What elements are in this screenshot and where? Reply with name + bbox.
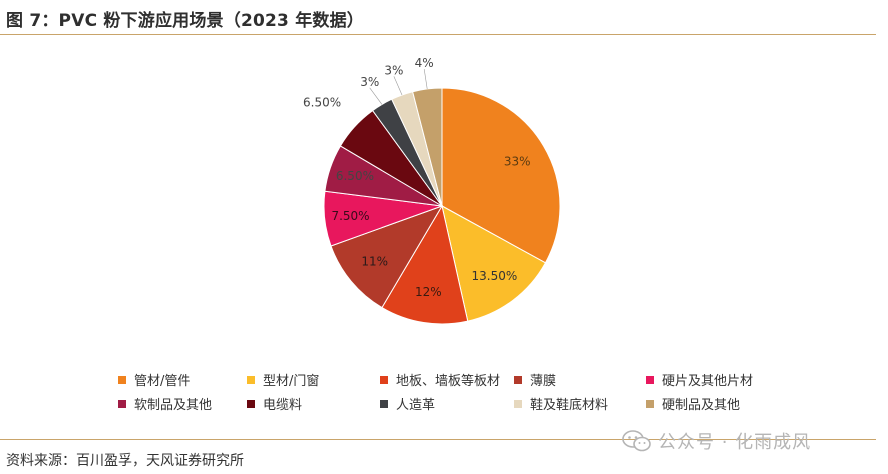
- legend-swatch: [514, 375, 522, 384]
- slice-data-label: 6.50%: [303, 95, 341, 109]
- leader-line: [423, 69, 428, 89]
- legend-swatch: [118, 375, 126, 384]
- legend-item: 鞋及鞋底材料: [514, 394, 608, 413]
- pie-slice: [441, 205, 547, 322]
- figure-title: 图 7：PVC 粉下游应用场景（2023 年数据）: [6, 11, 364, 31]
- leader-line: [369, 87, 383, 105]
- legend-item: 管材/管件: [118, 370, 190, 389]
- legend-item: 薄膜: [514, 370, 556, 389]
- slice-data-label: 11%: [361, 255, 388, 269]
- watermark-text: 公众号 · 化雨成风: [658, 432, 812, 453]
- legend-item: 软制品及其他: [118, 394, 212, 413]
- legend-label: 鞋及鞋底材料: [530, 398, 609, 413]
- legend-swatch: [514, 399, 522, 408]
- source-divider: [0, 439, 876, 440]
- legend-swatch: [646, 375, 654, 384]
- legend-swatch: [118, 399, 126, 408]
- wechat-icon: [622, 430, 651, 452]
- leader-line: [393, 76, 403, 96]
- legend-label: 硬片及其他片材: [662, 374, 754, 389]
- legend-label: 管材/管件: [134, 374, 191, 389]
- pie-slice: [330, 205, 444, 309]
- legend-item: 地板、墙板等板材: [380, 370, 500, 389]
- slice-data-label: 12%: [415, 285, 442, 299]
- legend-label: 型材/门窗: [263, 374, 320, 389]
- slice-data-label: 6.50%: [336, 169, 374, 183]
- legend-swatch: [380, 375, 388, 384]
- legend-swatch: [247, 375, 255, 384]
- slice-data-label: 7.50%: [331, 209, 369, 223]
- legend-item: 电缆料: [247, 394, 302, 413]
- pie-slice: [381, 204, 469, 325]
- slice-data-label: 13.50%: [472, 269, 518, 283]
- legend-label: 电缆料: [263, 398, 303, 413]
- legend-label: 薄膜: [530, 374, 557, 389]
- legend-label: 地板、墙板等板材: [396, 374, 501, 389]
- title-divider: [0, 34, 876, 35]
- legend-label: 硬制品及其他: [662, 398, 741, 413]
- pie-slice: [412, 87, 443, 207]
- legend-label: 软制品及其他: [134, 398, 213, 413]
- slice-data-label: 3%: [384, 63, 403, 77]
- legend-item: 人造革: [380, 394, 435, 413]
- slice-data-label: 33%: [504, 155, 531, 169]
- legend-item: 硬片及其他片材: [646, 370, 753, 389]
- legend-item: 型材/门窗: [247, 370, 319, 389]
- legend-swatch: [247, 399, 255, 408]
- pie-slice: [441, 87, 561, 264]
- watermark: 公众号 · 化雨成风: [622, 428, 811, 454]
- legend-item: 硬制品及其他: [646, 394, 740, 413]
- legend-swatch: [380, 399, 388, 408]
- legend-label: 人造革: [396, 398, 436, 413]
- legend-swatch: [646, 399, 654, 408]
- source-note: 资料来源：百川盈孚，天风证券研究所: [6, 453, 244, 469]
- slice-data-label: 4%: [415, 56, 434, 70]
- slice-data-label: 3%: [360, 75, 379, 89]
